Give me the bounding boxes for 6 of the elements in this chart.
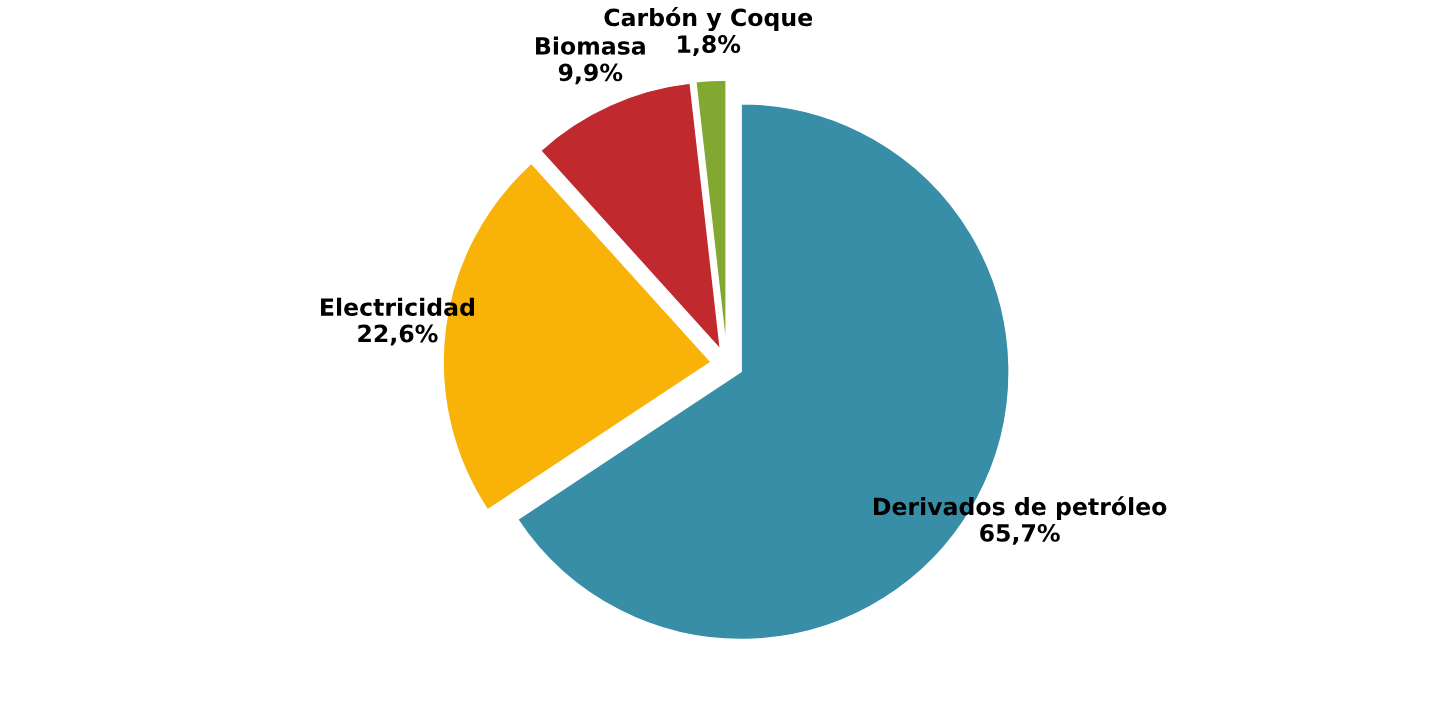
data-label: 1,8%	[678, 35, 741, 56]
slice-label: Biomasa	[536, 36, 645, 55]
data-label: 9,9%	[558, 63, 623, 85]
data-label: 65,7%	[980, 523, 1060, 545]
data-label: 22,6%	[358, 324, 438, 346]
slice-label: Carbón y Coque	[604, 7, 813, 32]
